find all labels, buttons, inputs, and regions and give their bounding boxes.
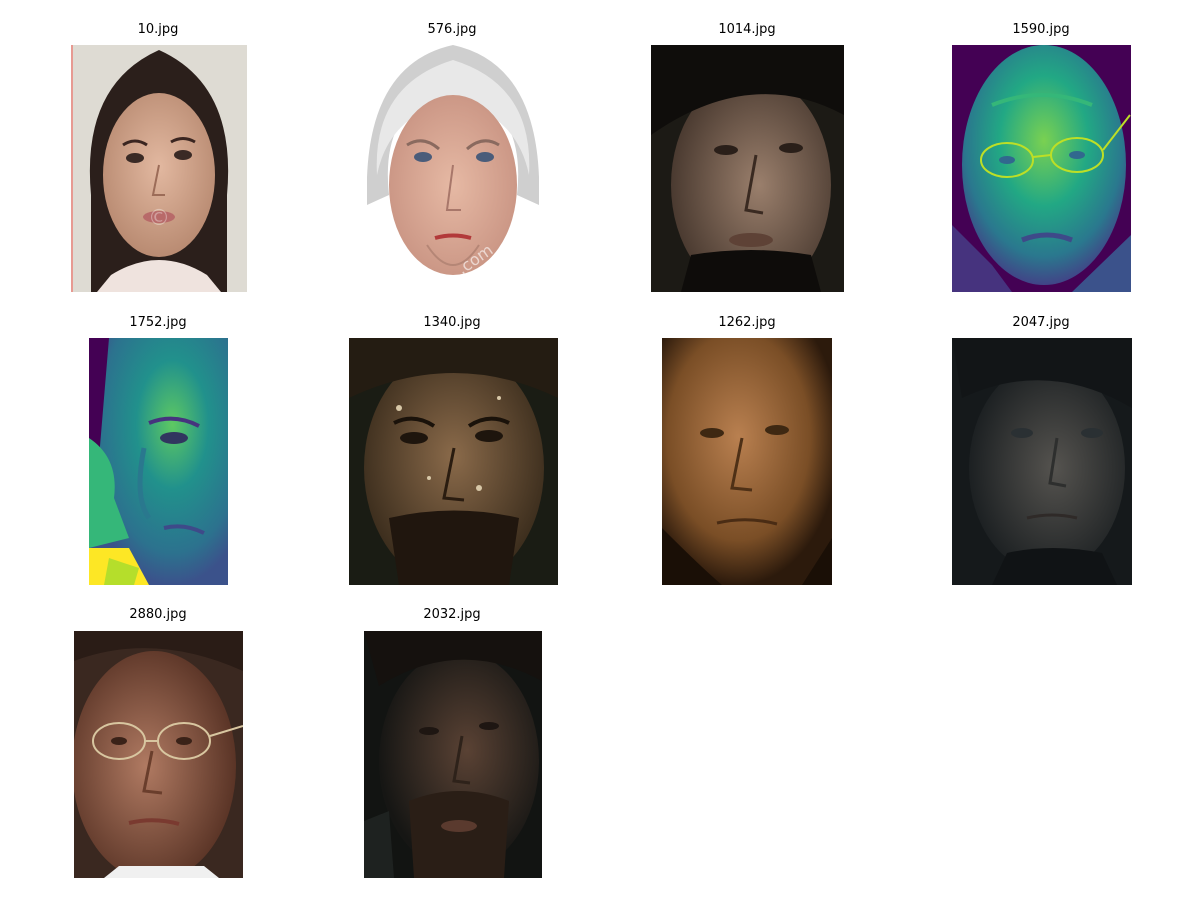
svg-text:©: © (148, 206, 170, 231)
face-image (364, 631, 542, 878)
panel-caption: 2047.jpg (1012, 315, 1070, 330)
face-image (74, 631, 243, 878)
face-image: .com (367, 45, 539, 292)
panel-caption: 2880.jpg (129, 607, 187, 622)
face-image (952, 338, 1132, 585)
panel-caption: 1340.jpg (423, 315, 481, 330)
face-image (952, 45, 1131, 292)
panel-caption: 576.jpg (427, 22, 477, 37)
face-image (651, 45, 844, 292)
face-image (662, 338, 832, 585)
face-image (349, 338, 558, 585)
panel-caption: 1590.jpg (1012, 22, 1070, 37)
face-image (89, 338, 228, 585)
panel-caption: 1262.jpg (718, 315, 776, 330)
panel-caption: 1014.jpg (718, 22, 776, 37)
panel-caption: 10.jpg (137, 22, 179, 37)
panel-caption: 1752.jpg (129, 315, 187, 330)
panel-caption: 2032.jpg (423, 607, 481, 622)
face-image: © (71, 45, 247, 292)
